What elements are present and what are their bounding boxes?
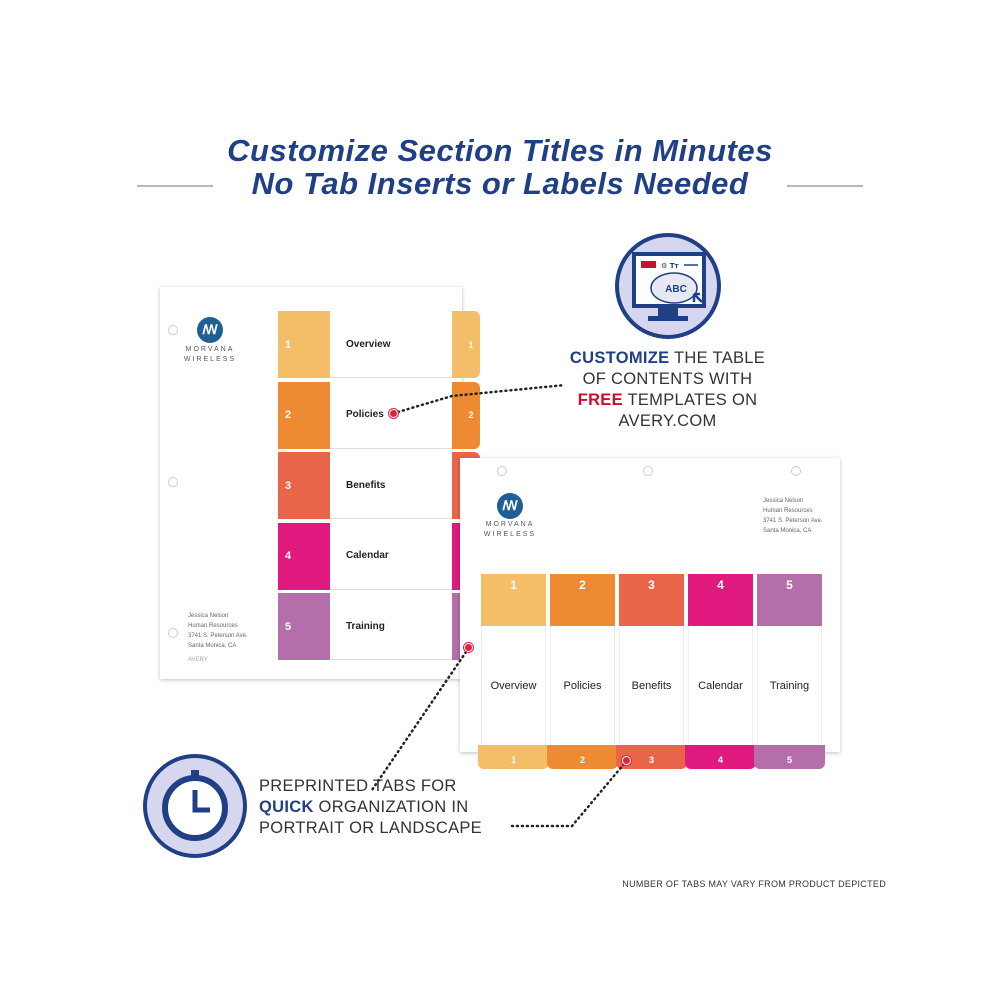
icon-toolbar-text: ⚙ Tт (661, 262, 679, 270)
tab-strip (452, 381, 462, 449)
landscape-divider-page: ꟿ MORVANA WIRELESS Jessica Nelson Human Re… (460, 458, 840, 770)
brand-logo: ꟿ (497, 493, 523, 519)
tab-number: 3 (278, 452, 330, 519)
tab-strip (452, 593, 462, 660)
portrait-divider-page: ꟿ MORVANA WIRELESS Jessica Nelson Human Re… (160, 287, 480, 679)
tab-row-overview[interactable]: 1 Overview 1 (278, 311, 480, 378)
preprinted-callout: PREPRINTED TABS FOR QUICK ORGANIZATION I… (259, 777, 482, 837)
tab-row-policies[interactable]: 2 Policies 2 (278, 381, 480, 449)
tab-row-calendar[interactable]: 4 Calendar 4 (278, 522, 480, 590)
highlight-dot (389, 409, 398, 418)
tab-strip (452, 522, 462, 590)
address-block: Jessica Nelson Human Resources 3741 S. Pet… (763, 498, 823, 534)
address-block: Jessica Nelson Human Resources 3741 S. Pet… (188, 613, 248, 649)
tab-column-overview[interactable]: 1 Overview 1 (478, 574, 549, 770)
tab-number: 4 (688, 574, 753, 626)
binder-hole (643, 466, 653, 476)
tab-number: 2 (550, 574, 615, 626)
brand-name: MORVANA WIRELESS (483, 521, 537, 538)
tab-column-training[interactable]: 5 Training 5 (754, 574, 825, 770)
tab-row-benefits[interactable]: 3 Benefits 3 (278, 452, 480, 519)
bottom-tab[interactable]: 5 (754, 745, 825, 769)
binder-hole (168, 477, 178, 487)
tab-label: Benefits (619, 626, 684, 745)
tab-label: Calendar (688, 626, 753, 745)
highlight-dot (622, 756, 631, 765)
tab-label: Benefits (330, 452, 452, 519)
highlight-dot (464, 643, 473, 652)
bottom-tab[interactable]: 4 (685, 745, 756, 769)
tab-column-benefits[interactable]: 3 Benefits 3 (616, 574, 687, 770)
tab-number: 3 (619, 574, 684, 626)
tab-column-policies[interactable]: 2 Policies 2 (547, 574, 618, 770)
tab-label: Overview (330, 311, 452, 378)
tab-label: Training (757, 626, 822, 745)
customize-callout: CUSTOMIZE THE TABLE OF CONTENTS WITH FRE… (569, 349, 766, 430)
side-tab[interactable]: 2 (462, 381, 480, 449)
tab-column-calendar[interactable]: 4 Calendar 4 (685, 574, 756, 770)
binder-hole (168, 325, 178, 335)
headline-line1: Customize Section Titles in Minutes (227, 133, 773, 168)
computer-monitor-icon: ⚙ Tт ABC (615, 233, 721, 339)
tab-row-training[interactable]: 5 Training 5 (278, 593, 480, 660)
tab-number: 5 (278, 593, 330, 660)
binder-hole (497, 466, 507, 476)
tab-number: 4 (278, 522, 330, 590)
tab-label: Policies (550, 626, 615, 745)
brand-logo: ꟿ (197, 317, 223, 343)
tab-number: 1 (278, 311, 330, 378)
tab-number: 1 (481, 574, 546, 626)
binder-hole (168, 628, 178, 638)
headline-line2: No Tab Inserts or Labels Needed (251, 166, 749, 201)
brand-name: MORVANA WIRELESS (183, 346, 237, 363)
divider-right (787, 185, 863, 187)
bottom-tab[interactable]: 1 (478, 745, 549, 769)
avery-mark: AVERY (188, 657, 208, 663)
side-tab[interactable]: 1 (462, 311, 480, 378)
bottom-tab[interactable]: 2 (547, 745, 618, 769)
tab-number: 2 (278, 381, 330, 449)
tab-label: Overview (481, 626, 546, 745)
disclaimer: NUMBER OF TABS MAY VARY FROM PRODUCT DEP… (622, 879, 886, 889)
tab-strip (452, 452, 462, 519)
binder-hole (791, 466, 801, 476)
tab-label: Training (330, 593, 452, 660)
svg-text:ABC: ABC (665, 284, 687, 295)
tab-number: 5 (757, 574, 822, 626)
tab-strip (452, 311, 462, 378)
stopwatch-icon (143, 754, 247, 858)
tab-label: Calendar (330, 522, 452, 590)
divider-left (137, 185, 213, 187)
